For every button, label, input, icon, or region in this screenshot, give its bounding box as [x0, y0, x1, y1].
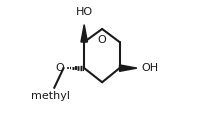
Text: methyl: methyl: [31, 91, 70, 101]
Polygon shape: [81, 25, 87, 42]
Text: O: O: [55, 63, 64, 73]
Polygon shape: [119, 65, 136, 71]
Text: HO: HO: [75, 7, 92, 17]
Text: OH: OH: [141, 63, 158, 73]
Text: O: O: [97, 35, 106, 45]
